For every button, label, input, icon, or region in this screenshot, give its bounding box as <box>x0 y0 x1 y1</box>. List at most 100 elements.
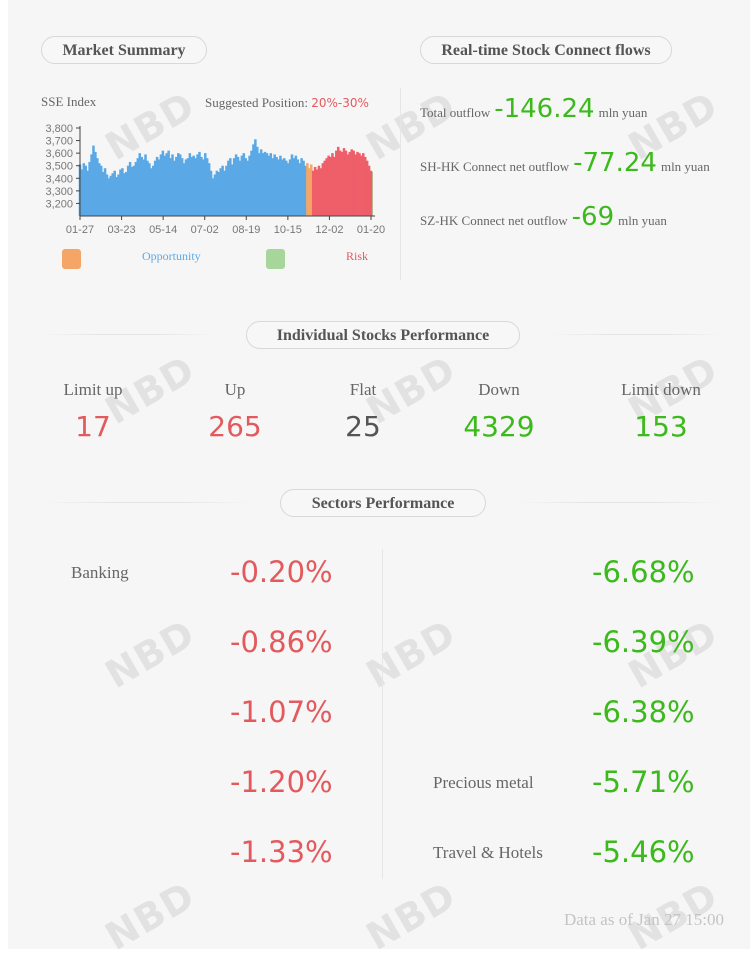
sector-value: -1.33% <box>230 835 333 869</box>
area-segment <box>311 170 315 216</box>
area-segment <box>352 150 355 216</box>
area-segment <box>265 153 269 216</box>
area-segment <box>178 154 182 216</box>
area-segment <box>321 163 325 216</box>
area-segment <box>186 158 190 216</box>
legend-opportunity-label: Opportunity <box>142 249 201 263</box>
area-segment <box>157 159 161 216</box>
area-segment <box>211 178 215 216</box>
sector-value: -1.07% <box>230 695 333 729</box>
x-tick-label: 05-14 <box>149 224 177 236</box>
stat-value: 17 <box>75 410 111 443</box>
area-segment <box>234 154 238 216</box>
area-segment <box>107 178 111 216</box>
area-segment <box>146 160 149 216</box>
sector-name: Banking <box>71 563 129 582</box>
area-segment <box>132 165 136 216</box>
sector-value: -0.20% <box>230 555 333 589</box>
area-segment <box>182 163 186 216</box>
divider-line <box>41 334 216 335</box>
flow-label: SZ-HK Connect net outflow <box>420 213 568 228</box>
area-segment <box>123 173 126 216</box>
flow-row-sz: SZ-HK Connect net outflow -69 mln yuan <box>420 202 667 232</box>
area-segment <box>217 172 221 216</box>
area-segment <box>115 177 118 216</box>
sectors-divider <box>382 549 383 879</box>
data-timestamp: Data as of Jan 27 15:00 <box>563 910 724 929</box>
stat-down: Down 4329 <box>449 380 549 443</box>
divider-line <box>41 502 251 503</box>
legend-green-swatch <box>266 249 285 269</box>
legend-opportunity-swatch <box>62 249 81 269</box>
area-segment <box>227 160 230 216</box>
area-segment <box>333 156 336 216</box>
y-tick-label: 3,700 <box>45 136 73 148</box>
area-segment <box>336 146 340 216</box>
area-segment <box>190 156 194 216</box>
area-segment <box>205 158 209 216</box>
area-segment <box>315 169 319 216</box>
area-segment <box>323 160 327 216</box>
area-segment <box>84 165 88 216</box>
area-segment <box>230 164 234 216</box>
area-segment <box>313 166 317 216</box>
area-segment <box>128 161 132 216</box>
area-segment <box>99 165 103 216</box>
area-segment <box>309 164 313 216</box>
area-segment <box>88 161 91 216</box>
area-segment <box>367 165 371 216</box>
y-tick-label: 3,400 <box>45 173 73 185</box>
sectors-title: Sectors Performance <box>280 489 486 517</box>
y-tick-label: 3,200 <box>45 198 73 210</box>
sector-value: -6.39% <box>592 625 695 659</box>
area-segment <box>150 168 153 216</box>
watermark-logo: NBD <box>358 611 464 697</box>
x-tick-label: 12-02 <box>315 224 343 236</box>
area-segment <box>327 155 330 216</box>
area-segment <box>94 151 97 216</box>
area-segment <box>80 169 84 216</box>
flow-label: SH-HK Connect net outflow <box>420 159 570 174</box>
area-segment <box>300 158 303 216</box>
area-segment <box>96 158 99 216</box>
area-segment <box>290 154 294 216</box>
area-segment <box>175 156 178 216</box>
suggested-position: Suggested Position: 20%-30% <box>205 95 369 111</box>
suggested-position-label: Suggested Position: <box>205 95 308 110</box>
area-segment <box>363 156 367 216</box>
sector-value: -6.68% <box>592 555 695 589</box>
divider-line <box>550 334 725 335</box>
vertical-divider <box>400 88 401 280</box>
sector-name: Precious metal <box>433 773 534 792</box>
area-segment <box>165 153 168 216</box>
legend-risk-label: Risk <box>346 249 369 263</box>
area-segment <box>240 155 244 216</box>
market-summary-title: Market Summary <box>41 36 207 64</box>
area-segment <box>194 158 197 216</box>
area-segment <box>151 165 155 216</box>
area-segment <box>236 156 240 216</box>
stat-up: Up 265 <box>185 380 285 443</box>
area-segment <box>348 151 352 216</box>
flow-unit: mln yuan <box>660 159 710 174</box>
area-segment <box>281 159 284 216</box>
area-segment <box>254 139 257 216</box>
area-segment <box>204 153 207 216</box>
area-segment <box>105 174 109 216</box>
area-segment <box>342 148 346 216</box>
area-segment <box>202 159 205 216</box>
area-segment <box>155 156 159 216</box>
area-segment <box>138 153 142 216</box>
area-segment <box>279 155 282 216</box>
area-segment <box>329 156 332 216</box>
sector-name: Travel & Hotels <box>433 843 543 862</box>
area-segment <box>263 151 267 216</box>
area-segment <box>163 155 167 216</box>
area-segment <box>256 146 259 216</box>
area-segment <box>354 154 357 216</box>
area-segment <box>109 175 113 216</box>
area-segment <box>286 163 290 216</box>
area-segment <box>167 150 170 216</box>
flow-unit: mln yuan <box>618 213 667 228</box>
